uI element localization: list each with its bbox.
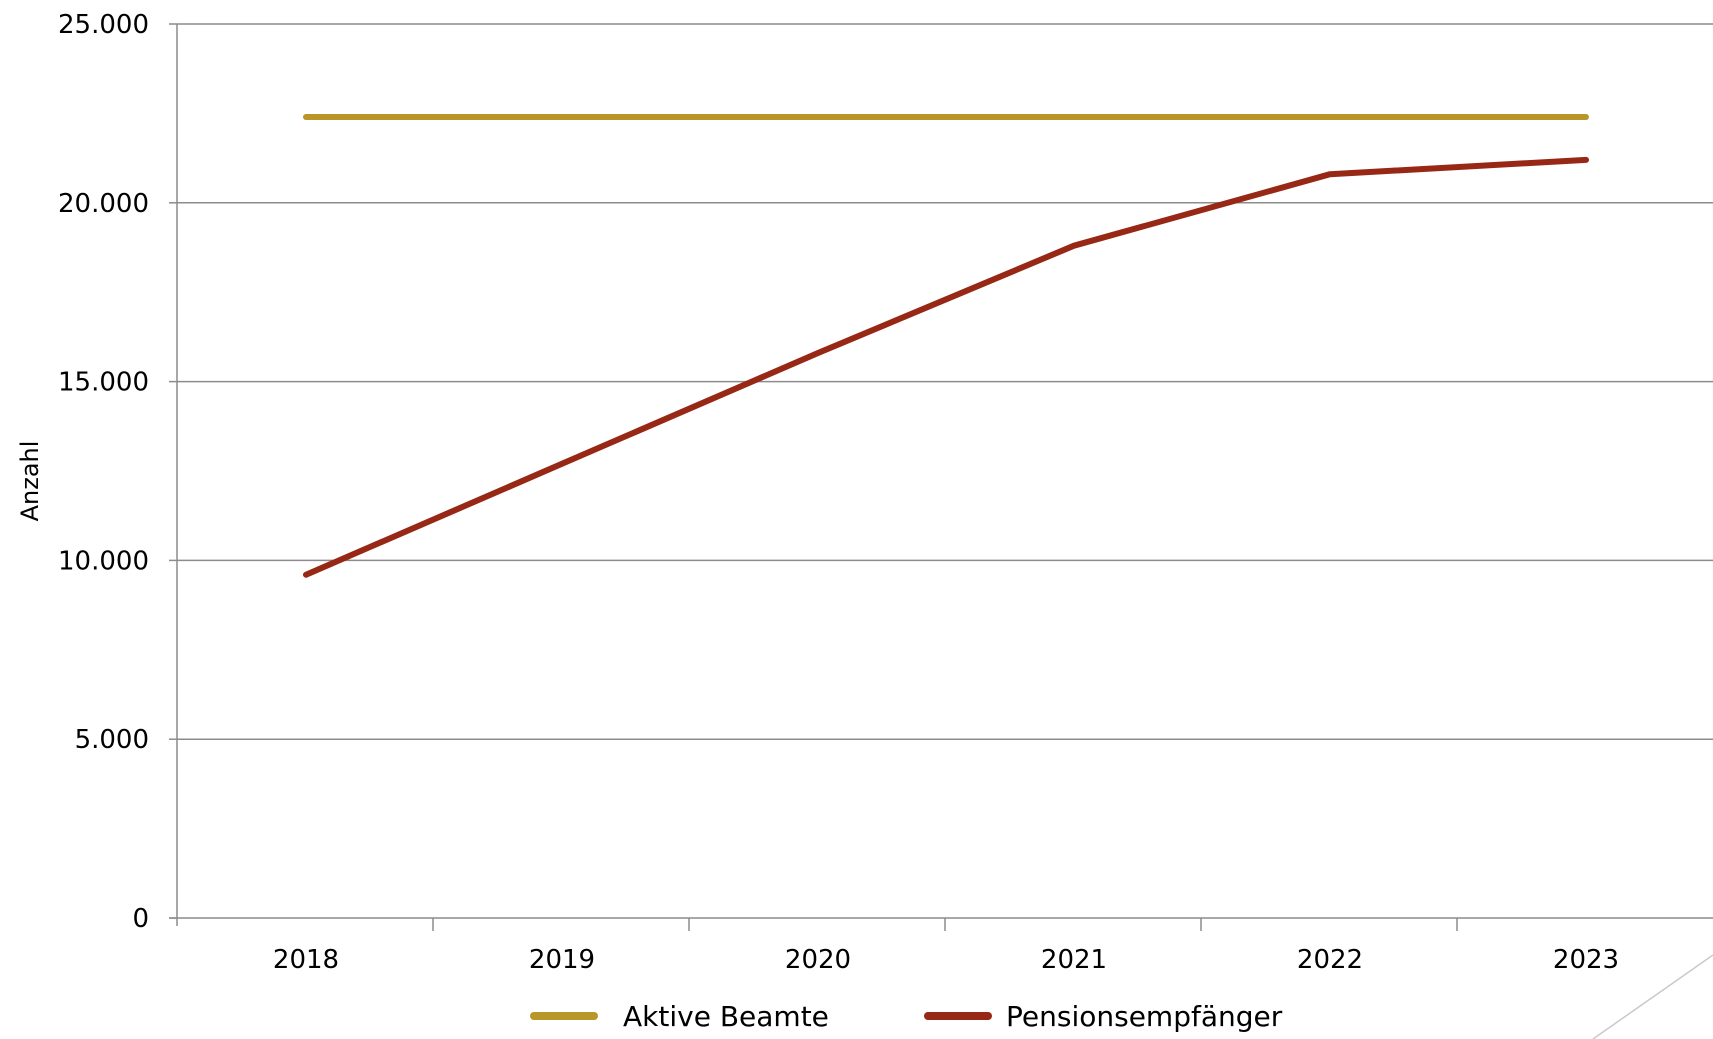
- y-tick-label: 10.000: [58, 546, 149, 576]
- decorative-corner-line: [1592, 954, 1713, 1039]
- y-tick-label: 25.000: [58, 10, 149, 40]
- x-tick-label: 2022: [1297, 945, 1363, 975]
- y-tick-label: 15.000: [58, 368, 149, 398]
- x-tick-label: 2020: [785, 945, 851, 975]
- gridlines: [177, 23, 1713, 740]
- y-tick-labels: 0 5.000 10.000 15.000 20.000 25.000: [58, 10, 149, 934]
- legend: Aktive Beamte Pensionsempfänger: [530, 1000, 1283, 1033]
- y-axis-title: Anzahl: [16, 441, 44, 522]
- legend-item: Aktive Beamte: [530, 1000, 829, 1033]
- y-tick-label: 5.000: [75, 725, 149, 755]
- axes: [169, 23, 1713, 931]
- legend-label: Pensionsempfänger: [1006, 1000, 1283, 1033]
- legend-item: Pensionsempfänger: [924, 1000, 1283, 1033]
- x-tick-labels: 2018 2019 2020 2021 2022 2023: [273, 945, 1619, 975]
- legend-label: Aktive Beamte: [623, 1000, 829, 1033]
- x-tick-label: 2021: [1041, 945, 1107, 975]
- series-line-1: [303, 156, 1589, 578]
- y-tick-label: 20.000: [58, 189, 149, 219]
- x-tick-label: 2023: [1553, 945, 1619, 975]
- x-tick-label: 2018: [273, 945, 339, 975]
- y-tick-label: 0: [132, 904, 149, 934]
- x-tick-label: 2019: [529, 945, 595, 975]
- series-lines: [303, 114, 1589, 578]
